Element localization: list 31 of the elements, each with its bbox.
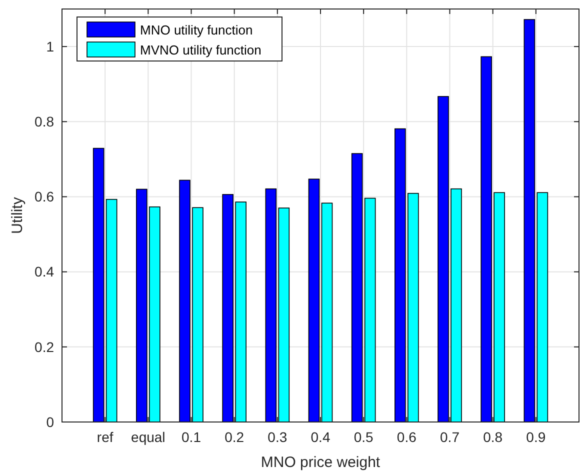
y-axis-title: Utility bbox=[9, 196, 26, 234]
x-tick-label: 0.8 bbox=[483, 429, 503, 445]
y-tick-label: 1 bbox=[46, 38, 54, 54]
x-tick-label: 0.4 bbox=[310, 429, 330, 445]
bar bbox=[308, 178, 320, 422]
x-tick-label: 0.6 bbox=[396, 429, 417, 445]
y-tick-label: 0.2 bbox=[34, 338, 54, 355]
legend-label: MVNO utility function bbox=[140, 42, 262, 58]
x-tick-label: 0.5 bbox=[354, 429, 374, 445]
bar bbox=[536, 192, 548, 422]
y-tick-label: 0.8 bbox=[34, 114, 54, 130]
x-tick-label: 0.3 bbox=[268, 429, 288, 445]
x-tick-label: 0.9 bbox=[526, 429, 546, 445]
bar bbox=[265, 188, 277, 422]
bar bbox=[364, 198, 376, 422]
y-tick-label: 0.4 bbox=[34, 264, 54, 280]
bar bbox=[351, 153, 363, 422]
x-tick-label: 0.2 bbox=[224, 429, 244, 445]
x-tick-label: 0.1 bbox=[182, 429, 202, 445]
x-tick-label: 0.7 bbox=[440, 429, 460, 445]
legend-label: MNO utility function bbox=[140, 22, 253, 38]
x-tick-label: equal bbox=[131, 429, 166, 445]
bar bbox=[524, 19, 536, 422]
y-tick-label: 0 bbox=[46, 414, 54, 430]
x-tick-label: ref bbox=[96, 429, 114, 445]
bar bbox=[92, 148, 104, 422]
y-tick-label: 0.6 bbox=[34, 188, 54, 205]
bar bbox=[321, 202, 333, 422]
bar bbox=[106, 198, 118, 422]
bar bbox=[278, 208, 290, 422]
x-axis-title: MNO price weight bbox=[260, 454, 381, 471]
